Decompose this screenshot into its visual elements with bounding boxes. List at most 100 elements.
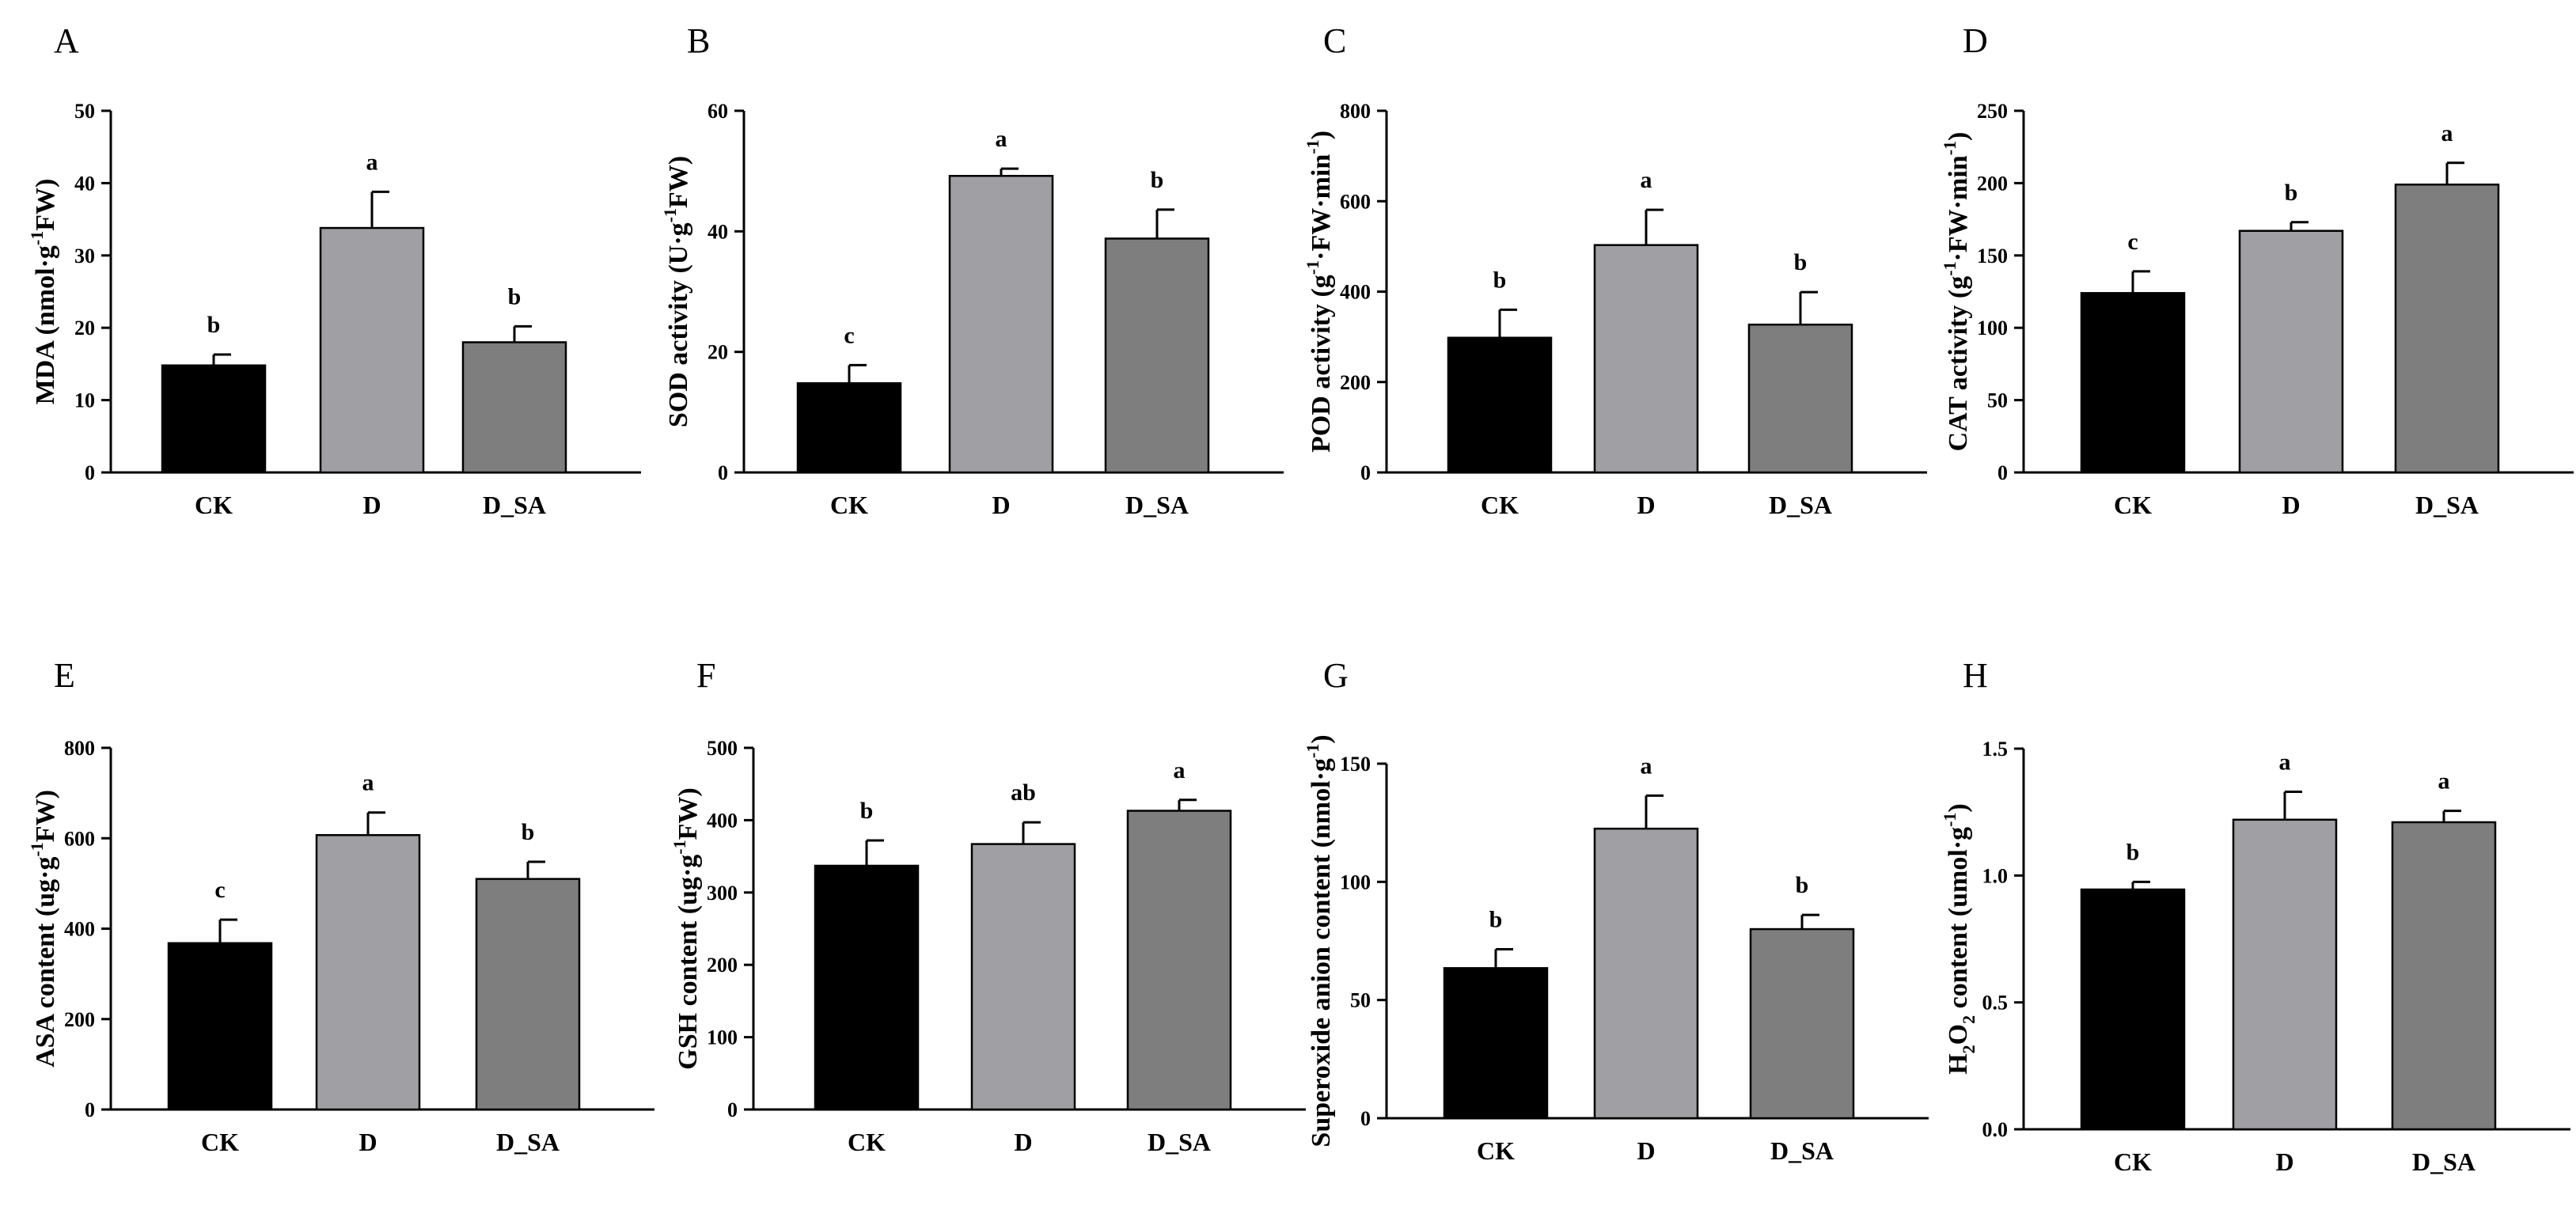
significance-letter: a <box>366 149 378 175</box>
bar-ck <box>2080 888 2186 1131</box>
y-tick-label: 20 <box>74 317 95 339</box>
chart-panel-h: H 0.0 0.5 1.0 1.5 b CK a Da D_SA H2O2 content (umo… <box>1940 656 2570 1176</box>
y-tick-label: 150 <box>1340 753 1371 776</box>
y-axis-title: CAT activity (g-1·FW·min-1) <box>1940 132 1973 452</box>
x-category-label: CK <box>195 491 233 519</box>
significance-letter: a <box>1641 167 1652 193</box>
y-tick-label: 30 <box>74 245 95 267</box>
y-tick-label: 0.5 <box>1982 992 2009 1015</box>
x-category-label: D <box>359 1128 377 1156</box>
panel-letter: E <box>54 656 75 695</box>
y-tick-label: 400 <box>1340 281 1371 304</box>
y-tick-label: 0.0 <box>1982 1118 2009 1141</box>
significance-letter: a <box>2441 120 2453 146</box>
bar-d <box>319 226 425 474</box>
y-tick-label: 600 <box>1340 190 1371 213</box>
significance-letter: b <box>1151 167 1164 193</box>
bar-d_sa <box>2391 821 2497 1131</box>
x-category-label: D <box>1014 1128 1032 1156</box>
y-tick-label: 1.5 <box>1982 738 2009 761</box>
x-category-label: D_SA <box>483 491 546 519</box>
y-tick-label: 400 <box>64 918 95 941</box>
x-category-label: D_SA <box>496 1128 560 1156</box>
chart-panel-g: G 0 50 100 150 b CK a Db D_SA Superoxide anion con… <box>1303 656 1929 1165</box>
y-tick-label: 50 <box>74 100 95 123</box>
x-category-label: CK <box>201 1128 239 1156</box>
bar-d_sa <box>461 341 567 474</box>
significance-letter: a <box>2279 749 2291 776</box>
bar-d <box>2232 818 2338 1131</box>
bar-d_sa <box>1747 323 1853 474</box>
y-tick-label: 50 <box>1987 389 2008 412</box>
x-category-label: D_SA <box>2415 491 2479 519</box>
panel-letter: A <box>54 21 79 60</box>
significance-letter: b <box>2285 180 2298 206</box>
x-category-label: D <box>992 491 1010 519</box>
y-tick-label: 200 <box>1977 172 2008 195</box>
y-tick-label: 0 <box>1360 461 1371 484</box>
y-axis-title: ASA content (ug·g-1FW) <box>27 790 60 1068</box>
y-axis-title: GSH content (ug·g-1FW) <box>670 787 703 1069</box>
x-category-label: CK <box>2114 1147 2152 1176</box>
x-category-label: D <box>2282 491 2300 519</box>
y-tick-label: 0 <box>727 1098 738 1121</box>
significance-letter: a <box>1641 753 1652 779</box>
x-category-label: D_SA <box>2412 1147 2475 1176</box>
y-tick-label: 500 <box>707 737 738 760</box>
panel-letter: B <box>687 21 710 60</box>
y-tick-label: 300 <box>707 882 738 905</box>
x-category-label: D <box>1637 1136 1655 1165</box>
significance-letter: b <box>1489 906 1503 932</box>
y-tick-label: 0 <box>1997 461 2008 484</box>
panel-letter: H <box>1963 656 1988 695</box>
x-category-label: D_SA <box>1125 491 1189 519</box>
significance-letter: ab <box>1011 780 1036 806</box>
x-category-label: CK <box>1481 491 1519 519</box>
y-tick-label: 100 <box>707 1026 738 1049</box>
y-axis-title: POD activity (g-1·FW·min-1) <box>1303 131 1336 453</box>
x-category-label: CK <box>2114 491 2152 519</box>
panel-letter: D <box>1963 21 1988 60</box>
y-tick-label: 40 <box>74 172 95 195</box>
bar-d <box>970 843 1076 1111</box>
significance-letter: b <box>1493 267 1507 293</box>
chart-panel-e: E 0 200 400 600 800 c CK a Db D_SA ASA content (ug·… <box>27 656 654 1156</box>
bar-ck <box>1447 336 1553 474</box>
significance-letter: b <box>508 283 522 309</box>
x-category-label: D <box>1637 491 1655 519</box>
y-tick-label: 600 <box>64 827 95 850</box>
significance-letter: b <box>860 798 874 824</box>
y-tick-label: 0 <box>1360 1107 1371 1130</box>
bar-d <box>948 175 1054 474</box>
significance-letter: a <box>996 126 1007 152</box>
significance-letter: c <box>214 877 225 903</box>
y-tick-label: 200 <box>707 954 738 977</box>
bar-ck <box>2080 292 2186 474</box>
bar-d <box>2238 229 2344 474</box>
y-tick-label: 100 <box>1977 317 2008 339</box>
significance-letter: a <box>1174 757 1186 783</box>
y-tick-label: 60 <box>708 100 728 123</box>
y-tick-label: 0 <box>85 1098 95 1121</box>
bar-d_sa <box>475 878 581 1111</box>
bar-d <box>1593 827 1699 1120</box>
panel-letter: G <box>1323 656 1349 695</box>
y-tick-label: 250 <box>1977 100 2008 123</box>
y-tick-label: 800 <box>1340 100 1371 123</box>
y-tick-label: 20 <box>708 341 728 364</box>
bar-d_sa <box>1749 927 1855 1120</box>
bar-d_sa <box>1104 237 1210 474</box>
significance-letter: a <box>362 770 374 796</box>
y-axis-title: MDA (nmol·g-1FW) <box>27 179 60 405</box>
chart-panel-c: C 0 200 400 600 800 b CK a Db D_SA POD activity (g-… <box>1303 21 1927 519</box>
chart-panel-d: D 0 50 100 150 200 250 c CK b Da D_SA CAT activity (… <box>1940 21 2574 519</box>
y-tick-label: 100 <box>1340 871 1371 893</box>
significance-letter: c <box>2127 229 2138 255</box>
significance-letter: c <box>844 322 854 348</box>
y-tick-label: 10 <box>74 389 95 412</box>
x-category-label: D_SA <box>1770 1136 1834 1165</box>
significance-letter: b <box>207 312 221 338</box>
bar-ck <box>796 382 902 474</box>
x-category-label: CK <box>1477 1136 1515 1165</box>
significance-letter: b <box>2126 839 2140 865</box>
